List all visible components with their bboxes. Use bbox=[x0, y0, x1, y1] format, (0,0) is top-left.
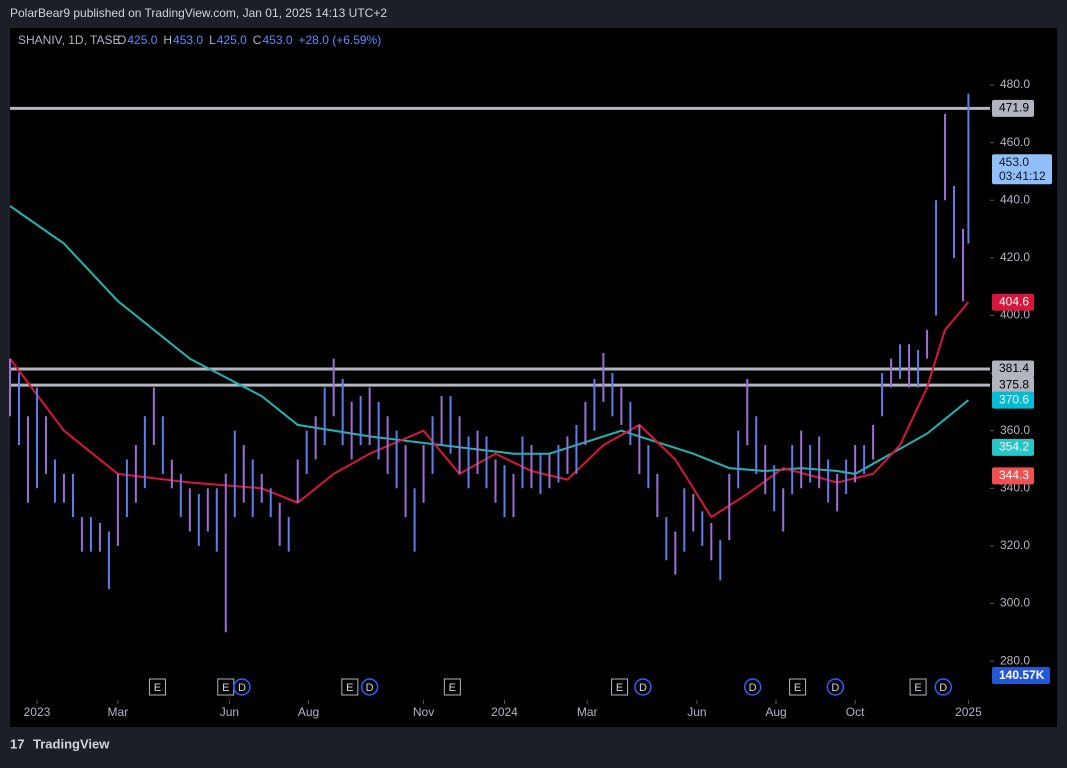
event-label: E bbox=[222, 682, 229, 694]
brand: TradingView bbox=[33, 736, 110, 751]
event-label: D bbox=[639, 682, 647, 694]
event-badge bbox=[826, 678, 845, 696]
event-label: E bbox=[794, 682, 801, 694]
y-tick-label: 360.0 bbox=[1000, 423, 1030, 437]
legend-key: C bbox=[253, 33, 262, 47]
brand-logo: 17 bbox=[10, 736, 24, 751]
event-badge bbox=[233, 678, 251, 696]
event-badge bbox=[634, 678, 652, 696]
countdown: 03:41:12 bbox=[999, 169, 1046, 183]
event-badge bbox=[611, 678, 629, 696]
price-label: 370.6 bbox=[999, 392, 1029, 406]
legend-value: 425.0 bbox=[127, 33, 157, 47]
plot: 280.0300.0320.0340.0360.0380.0400.0420.0… bbox=[9, 77, 1052, 719]
event-label: D bbox=[749, 682, 757, 694]
event-badge bbox=[148, 678, 166, 696]
x-tick-label: Mar bbox=[577, 705, 598, 719]
y-tick-label: 320.0 bbox=[1000, 538, 1030, 552]
legend-key: L bbox=[209, 33, 216, 47]
x-tick-label: Mar bbox=[108, 705, 129, 719]
event-badge bbox=[909, 678, 927, 696]
legend-key: O bbox=[117, 33, 126, 47]
y-tick-label: 300.0 bbox=[1000, 596, 1030, 610]
event-label: D bbox=[238, 682, 246, 694]
price-label: 344.3 bbox=[999, 468, 1029, 482]
legend-value: 425.0 bbox=[217, 33, 247, 47]
event-badge bbox=[360, 678, 379, 696]
event-badge bbox=[443, 678, 461, 696]
x-tick-label: Jun bbox=[687, 705, 706, 719]
x-tick-label: Aug bbox=[765, 705, 786, 719]
event-label: D bbox=[831, 682, 839, 694]
y-tick-label: 280.0 bbox=[1000, 653, 1030, 667]
volume-label: 140.57K bbox=[999, 668, 1045, 682]
event-label: D bbox=[939, 682, 947, 694]
x-tick-label: Jun bbox=[220, 705, 239, 719]
ohlc-legend: O 425.0 H 453.0 L 425.0 C 453.0 +28.0 (+6.59%) bbox=[117, 33, 381, 47]
x-tick-label: 2025 bbox=[955, 705, 982, 719]
x-tick-label: Nov bbox=[413, 705, 434, 719]
price-label-box bbox=[992, 391, 1034, 409]
event-badge bbox=[789, 678, 807, 696]
event-label: E bbox=[616, 682, 623, 694]
price-label: 375.8 bbox=[999, 377, 1029, 391]
y-tick-label: 420.0 bbox=[1000, 250, 1030, 264]
price-label: 381.4 bbox=[999, 361, 1029, 375]
x-tick-label: Aug bbox=[298, 705, 319, 719]
y-tick-label: 440.0 bbox=[1000, 192, 1030, 206]
legend-value: +28.0 (+6.59%) bbox=[299, 33, 382, 47]
price-label: 404.6 bbox=[999, 294, 1029, 308]
legend-value: 453.0 bbox=[173, 33, 203, 47]
x-tick-label: 2023 bbox=[24, 705, 51, 719]
price-label-box bbox=[992, 360, 1034, 378]
price-label: 354.2 bbox=[999, 440, 1029, 454]
event-label: E bbox=[154, 682, 161, 694]
y-tick-label: 460.0 bbox=[1000, 135, 1030, 149]
price-label-box bbox=[992, 438, 1034, 456]
price-label-box bbox=[992, 99, 1034, 117]
price-label-box bbox=[992, 376, 1034, 394]
event-label: D bbox=[366, 682, 374, 694]
event-label: E bbox=[914, 682, 921, 694]
price-label-box bbox=[992, 467, 1034, 485]
symbol: SHANIV, 1D, TASE bbox=[18, 33, 121, 47]
price-label-box bbox=[992, 154, 1052, 185]
event-badge bbox=[341, 678, 359, 696]
y-tick-label: 480.0 bbox=[1000, 77, 1030, 91]
moving-average bbox=[9, 205, 970, 475]
event-badge bbox=[743, 678, 762, 696]
event-label: E bbox=[449, 682, 456, 694]
legend-value: 453.0 bbox=[262, 33, 292, 47]
volume-label-box bbox=[992, 667, 1050, 684]
price-label-box bbox=[992, 293, 1034, 311]
price-label: 471.9 bbox=[999, 101, 1029, 115]
x-tick-label: Oct bbox=[846, 705, 865, 719]
x-tick-label: 2024 bbox=[491, 705, 518, 719]
legend-key: H bbox=[163, 33, 172, 47]
event-label: E bbox=[346, 682, 353, 694]
y-tick-label: 400.0 bbox=[1000, 308, 1030, 322]
price-label: 453.0 bbox=[999, 155, 1029, 169]
event-badge bbox=[934, 678, 952, 696]
published-note: PolarBear9 published on TradingView.com,… bbox=[10, 6, 387, 20]
